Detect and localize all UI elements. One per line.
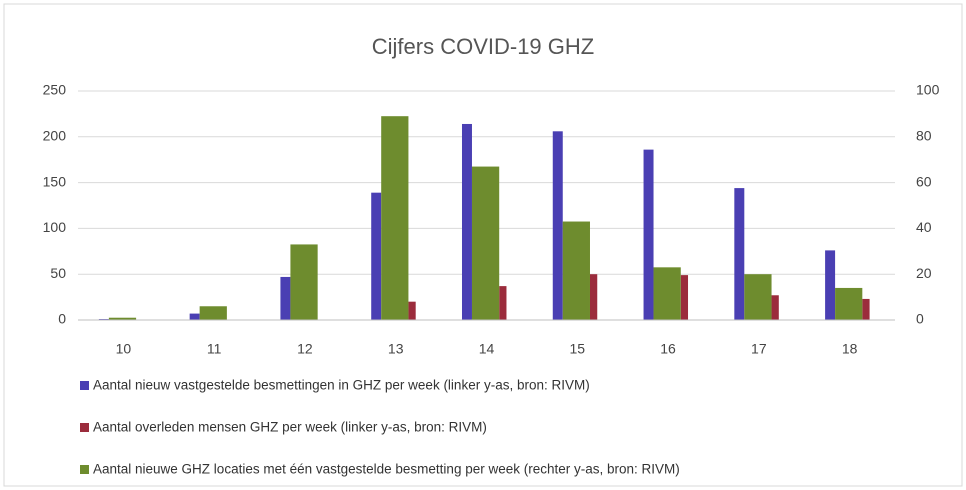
x-tick-label: 11 <box>207 341 222 357</box>
x-tick-label: 14 <box>479 341 495 357</box>
x-tick-label: 12 <box>297 341 313 357</box>
y2-tick-label: 80 <box>916 128 932 144</box>
bar <box>680 275 689 320</box>
bar <box>835 287 863 320</box>
legend-swatch <box>80 423 89 432</box>
y2-tick-label: 40 <box>916 219 932 235</box>
x-tick-label: 15 <box>569 341 585 357</box>
y2-tick-label: 60 <box>916 173 932 189</box>
y2-tick-label: 20 <box>916 265 932 281</box>
legend-label: Aantal nieuwe GHZ locaties met één vastg… <box>93 462 680 477</box>
bar <box>825 250 836 320</box>
y2-tick-label: 100 <box>916 82 940 98</box>
y-tick-label: 150 <box>43 173 67 189</box>
x-tick-label: 13 <box>388 341 404 357</box>
y-tick-label: 100 <box>43 219 67 235</box>
bar <box>862 298 870 320</box>
x-tick-label: 18 <box>842 341 858 357</box>
legend-label: Aantal nieuw vastgestelde besmettingen i… <box>93 378 590 393</box>
chart-title: Cijfers COVID-19 GHZ <box>372 34 594 59</box>
bar <box>371 192 382 320</box>
bar <box>552 131 563 320</box>
x-tick-label: 17 <box>751 341 767 357</box>
legend-swatch <box>80 381 89 390</box>
bar <box>562 221 590 320</box>
bar <box>189 313 200 320</box>
bar <box>744 274 772 320</box>
bar <box>653 267 681 320</box>
legend-label: Aantal overleden mensen GHZ per week (li… <box>93 420 487 435</box>
bar <box>199 306 227 320</box>
bar <box>408 301 416 320</box>
bar <box>108 317 137 320</box>
y-tick-label: 200 <box>43 128 67 144</box>
y-tick-label: 50 <box>50 265 66 281</box>
x-tick-label: 16 <box>660 341 676 357</box>
bar <box>461 123 472 320</box>
x-tick-label: 10 <box>116 341 132 357</box>
bar <box>280 276 291 320</box>
bar <box>589 274 598 320</box>
y-tick-label: 0 <box>58 311 66 327</box>
bar <box>381 116 409 320</box>
bar <box>471 166 500 320</box>
y2-tick-label: 0 <box>916 311 924 327</box>
bar <box>290 244 318 320</box>
bar <box>499 286 507 320</box>
bar <box>643 149 654 320</box>
legend-swatch <box>80 465 89 474</box>
bar <box>771 295 779 320</box>
bar <box>734 188 745 320</box>
y-tick-label: 250 <box>43 82 67 98</box>
